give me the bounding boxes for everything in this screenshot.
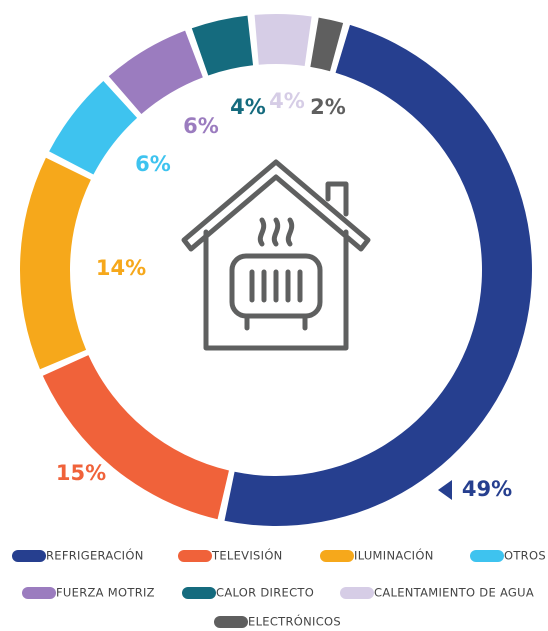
donut-segment: [42, 355, 229, 520]
legend-swatch: [340, 587, 374, 599]
legend-label: CALENTAMIENTO DE AGUA: [374, 586, 534, 600]
legend-label: ILUMINACIÓN: [354, 548, 434, 563]
donut-segment: [310, 17, 344, 72]
donut-segment: [108, 30, 203, 115]
legend-swatch: [22, 587, 56, 599]
legend-label: TELEVISIÓN: [211, 548, 283, 563]
pointer: [438, 480, 452, 500]
legend-label: FUERZA MOTRIZ: [56, 586, 155, 600]
donut-segment: [49, 80, 138, 175]
legend-label: CALOR DIRECTO: [216, 586, 314, 600]
value-label: 49%: [462, 477, 512, 501]
legend-swatch: [470, 550, 504, 562]
value-label: 15%: [56, 461, 106, 485]
donut-segment: [19, 157, 91, 370]
legend-swatch: [12, 550, 46, 562]
donut-segment: [224, 24, 532, 526]
value-label: 14%: [96, 256, 146, 280]
legend-swatch: [178, 550, 212, 562]
value-label: 6%: [183, 114, 219, 138]
legend-swatch: [214, 616, 248, 628]
value-label: 6%: [135, 152, 171, 176]
value-label: 4%: [230, 95, 266, 119]
legend-label: OTROS: [504, 549, 546, 563]
value-label: 4%: [269, 89, 305, 113]
legend-label: ELECTRÓNICOS: [248, 614, 341, 629]
house-icon: [181, 159, 371, 351]
legend-swatch: [182, 587, 216, 599]
legend-label: REFRIGERACIÓN: [46, 548, 144, 563]
donut-segment: [191, 15, 254, 76]
value-label: 2%: [310, 95, 346, 119]
donut-segment: [254, 14, 312, 67]
legend-swatch: [320, 550, 354, 562]
